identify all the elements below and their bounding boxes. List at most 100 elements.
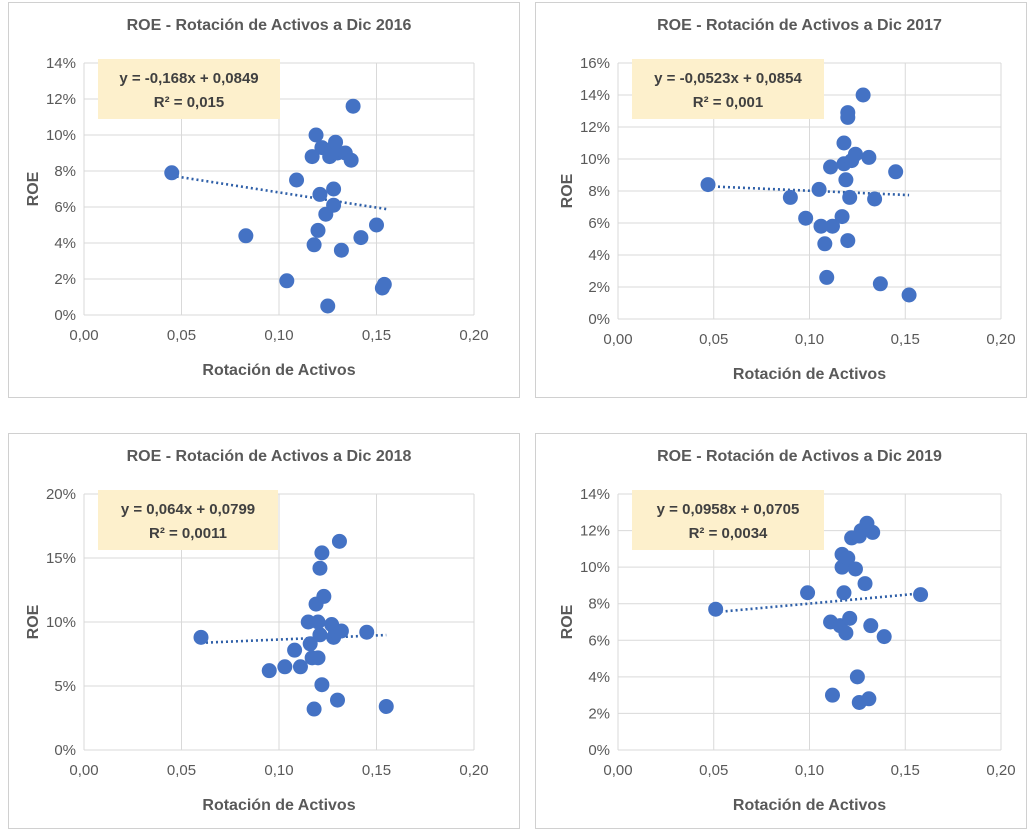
scatter-point [359,624,375,640]
scatter-point [798,210,814,226]
y-tick-label: 0% [54,742,76,759]
r-squared: R² = 0,001 [693,94,763,111]
scatter-point [840,233,856,249]
y-tick-label: 2% [588,279,610,296]
scatter-point [824,218,840,234]
y-tick-label: 0% [588,742,610,759]
scatter-point [836,135,852,151]
scatter-point [838,172,854,188]
trendline [707,184,910,197]
x-tick-label: 0,15 [891,762,920,779]
scatter-point [847,561,863,577]
scatter-point [838,625,854,641]
scatter-point [836,585,852,601]
y-axis-label: ROE [559,173,576,208]
scatter-point [378,698,394,714]
equation-box [98,59,280,119]
scatter-point [261,663,277,679]
trendline [200,633,387,645]
equation-box [632,59,824,119]
r-squared: R² = 0,0011 [149,525,227,542]
x-tick-label: 0,20 [986,762,1015,779]
scatter-point [861,149,877,165]
x-axis-label: Rotación de Activos [202,797,355,814]
scatter-point [326,197,342,213]
scatter-point [867,191,883,207]
scatter-point [287,642,303,658]
y-tick-label: 2% [588,705,610,722]
trend-equation: y = -0,0523x + 0,0854 [654,70,802,87]
scatter-point [842,610,858,626]
x-tick-label: 0,05 [167,762,196,779]
scatter-point [314,545,330,561]
x-tick-label: 0,00 [69,762,98,779]
y-tick-label: 16% [580,55,610,72]
y-tick-label: 14% [46,55,76,72]
scatter-point [279,273,295,289]
y-tick-label: 6% [588,215,610,232]
scatter-point [238,228,254,244]
chart-2017: ROE - Rotación de Activos a Dic 2017 0% 2%… [535,2,1027,398]
x-axis-label: Rotación de Activos [733,797,886,814]
scatter-point [277,659,293,675]
chart-2019-svg: ROE - Rotación de Activos a Dic 2019 0% 2%… [559,448,1016,814]
chart-title: ROE - Rotación de Activos a Dic 2016 [127,17,412,34]
x-tick-label: 0,10 [264,327,293,344]
y-tick-label: 10% [46,614,76,631]
x-tick-label: 0,10 [795,762,824,779]
scatter-point [865,524,881,540]
x-tick-label: 0,00 [69,327,98,344]
scatter-point [863,618,879,634]
x-tick-label: 0,10 [264,762,293,779]
scatter-point [331,533,347,549]
x-tick-label: 0,15 [362,762,391,779]
scatter-point [849,669,865,685]
scatter-point [308,127,324,143]
scatter-point [782,189,798,205]
scatter-point [824,687,840,703]
scatter-point [813,218,829,234]
scatter-point [343,152,359,168]
x-tick-label: 0,00 [603,331,632,348]
y-tick-label: 0% [54,307,76,324]
y-tick-label: 10% [46,127,76,144]
y-tick-label: 4% [588,247,610,264]
equation-box [98,490,278,550]
scatter-point [304,149,320,165]
scatter-point [857,576,873,592]
y-tick-label: 10% [580,151,610,168]
chart-title: ROE - Rotación de Activos a Dic 2017 [657,17,942,34]
scatter-point [376,276,392,292]
trendline [171,174,387,211]
y-tick-label: 15% [46,550,76,567]
scatter-point [302,636,318,652]
y-tick-label: 4% [54,235,76,252]
scatter-point [326,181,342,197]
scatter-point [840,109,856,125]
y-axis-label: ROE [25,604,42,639]
scatter-point [842,189,858,205]
x-tick-label: 0,15 [891,331,920,348]
scatter-point [353,230,369,246]
scatter-point [888,164,904,180]
y-tick-label: 14% [580,87,610,104]
scatter-point [872,276,888,292]
r-squared: R² = 0,015 [154,94,224,111]
x-tick-label: 0,20 [459,762,488,779]
trend-equation: y = -0,168x + 0,0849 [119,70,258,87]
y-axis-label: ROE [25,171,42,206]
scatter-point [876,629,892,645]
y-tick-label: 12% [580,523,610,540]
scatter-point [901,287,917,303]
y-tick-label: 5% [54,678,76,695]
x-tick-label: 0,05 [167,327,196,344]
y-tick-label: 8% [588,596,610,613]
scatter-point [823,159,839,175]
scatter-point [708,601,724,617]
x-tick-label: 0,20 [986,331,1015,348]
chart-2016: ROE - Rotación de Activos a Dic 2016 0% 2%… [8,2,520,398]
chart-2019: ROE - Rotación de Activos a Dic 2019 0% 2%… [535,433,1027,829]
y-tick-label: 12% [580,119,610,136]
chart-2018-svg: ROE - Rotación de Activos a Dic 2018 0% 5%… [25,448,489,814]
scatter-point [819,269,835,285]
